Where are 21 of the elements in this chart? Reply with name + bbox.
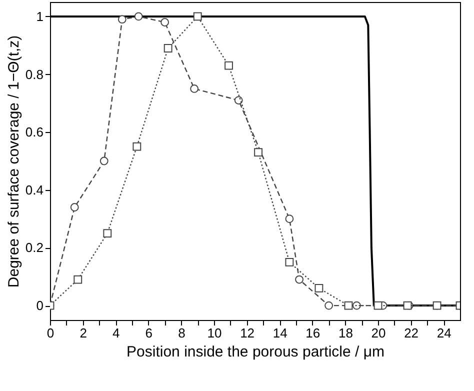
x-axis-title: Position inside the porous particle / μm xyxy=(126,344,384,360)
x-tick-label: 12 xyxy=(240,326,255,340)
x-tick-label: 16 xyxy=(306,326,320,340)
x-tick-label: 24 xyxy=(436,326,452,340)
x-tick-label: 2 xyxy=(80,326,87,340)
x-tick-label: 4 xyxy=(112,326,120,340)
y-tick-label: 0.8 xyxy=(25,66,44,82)
x-tick-label: 18 xyxy=(338,326,353,340)
x-tick-label: 14 xyxy=(272,326,288,340)
y-tick-label: 0.4 xyxy=(25,182,44,198)
y-tick-label: 1 xyxy=(36,8,44,24)
x-tick-label: 8 xyxy=(178,326,186,340)
x-tick-label: 0 xyxy=(46,326,54,340)
x-tick-label: 22 xyxy=(404,326,419,340)
x-tick-label: 10 xyxy=(207,326,222,340)
x-tick-label: 6 xyxy=(145,326,153,340)
y-tick-label: 0 xyxy=(36,298,44,314)
x-tick-label: 20 xyxy=(371,326,386,340)
y-axis-title: Degree of surface coverage / 1−Θ(t,z) xyxy=(5,35,22,288)
y-tick-label: 0.2 xyxy=(25,240,44,256)
y-tick-label: 0.6 xyxy=(25,124,44,140)
